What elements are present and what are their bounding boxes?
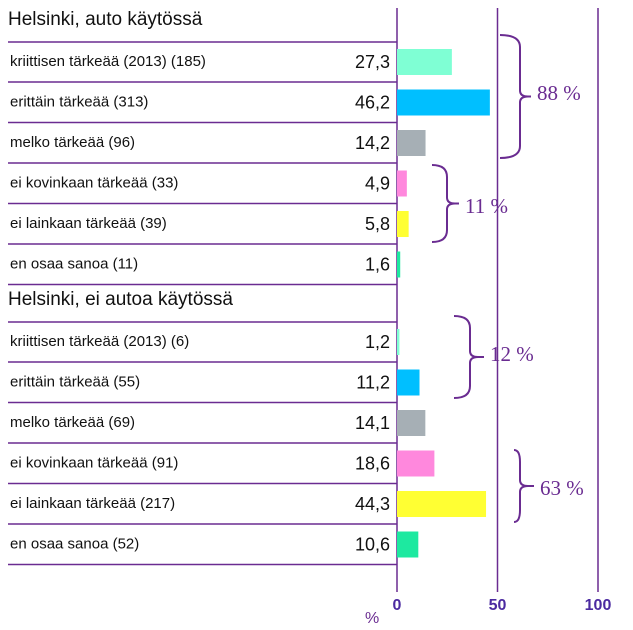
bar	[397, 369, 420, 396]
bar	[397, 329, 400, 355]
group-title: Helsinki, auto käytössä	[8, 9, 203, 30]
bracket	[453, 315, 484, 399]
category-label: kriittisen tärkeää (2013) (6)	[10, 333, 189, 350]
annotation: 63 %	[540, 476, 584, 500]
value-label: 10,6	[355, 534, 390, 554]
category-label: en osaa sanoa (52)	[10, 535, 139, 552]
x-axis-label: %	[365, 610, 379, 625]
bar	[397, 211, 409, 237]
x-tick-label: 50	[489, 597, 507, 614]
value-label: 27,3	[355, 52, 390, 72]
bar	[397, 251, 401, 278]
category-label: erittäin tärkeää (55)	[10, 373, 140, 390]
value-label: 14,2	[355, 133, 390, 153]
group-title: Helsinki, ei autoa käytössä	[8, 289, 233, 310]
value-label: 5,8	[365, 214, 390, 234]
category-label: ei lainkaan tärkeää (217)	[10, 495, 175, 512]
value-label: 44,3	[355, 494, 390, 514]
bar	[397, 170, 407, 197]
bracket	[513, 449, 534, 523]
bracket	[431, 164, 459, 243]
bar	[397, 130, 426, 156]
x-tick-label: 0	[393, 597, 402, 614]
bar	[397, 450, 435, 477]
annotation: 11 %	[465, 194, 508, 218]
x-tick-label: 100	[585, 597, 612, 614]
category-label: en osaa sanoa (11)	[10, 255, 138, 272]
category-label: melko tärkeää (69)	[10, 414, 135, 431]
category-label: kriittisen tärkeää (2013) (185)	[10, 53, 206, 70]
value-label: 18,6	[355, 453, 390, 473]
category-label: ei kovinkaan tärkeää (33)	[10, 174, 178, 191]
value-label: 14,1	[355, 413, 390, 433]
category-label: ei kovinkaan tärkeää (91)	[10, 454, 178, 471]
value-label: 1,2	[365, 332, 390, 352]
category-label: melko tärkeää (96)	[10, 134, 135, 151]
value-label: 1,6	[365, 254, 390, 274]
value-label: 46,2	[355, 92, 390, 112]
bracket	[499, 34, 531, 159]
value-label: 4,9	[365, 173, 390, 193]
bar	[397, 491, 487, 517]
category-label: erittäin tärkeää (313)	[10, 93, 148, 110]
bar	[397, 410, 426, 436]
bar	[397, 89, 490, 116]
bar	[397, 49, 452, 75]
annotation: 12 %	[490, 342, 534, 366]
annotation: 88 %	[537, 81, 581, 105]
category-label: ei lainkaan tärkeää (39)	[10, 215, 167, 232]
value-label: 11,2	[356, 372, 390, 392]
bar	[397, 531, 419, 558]
